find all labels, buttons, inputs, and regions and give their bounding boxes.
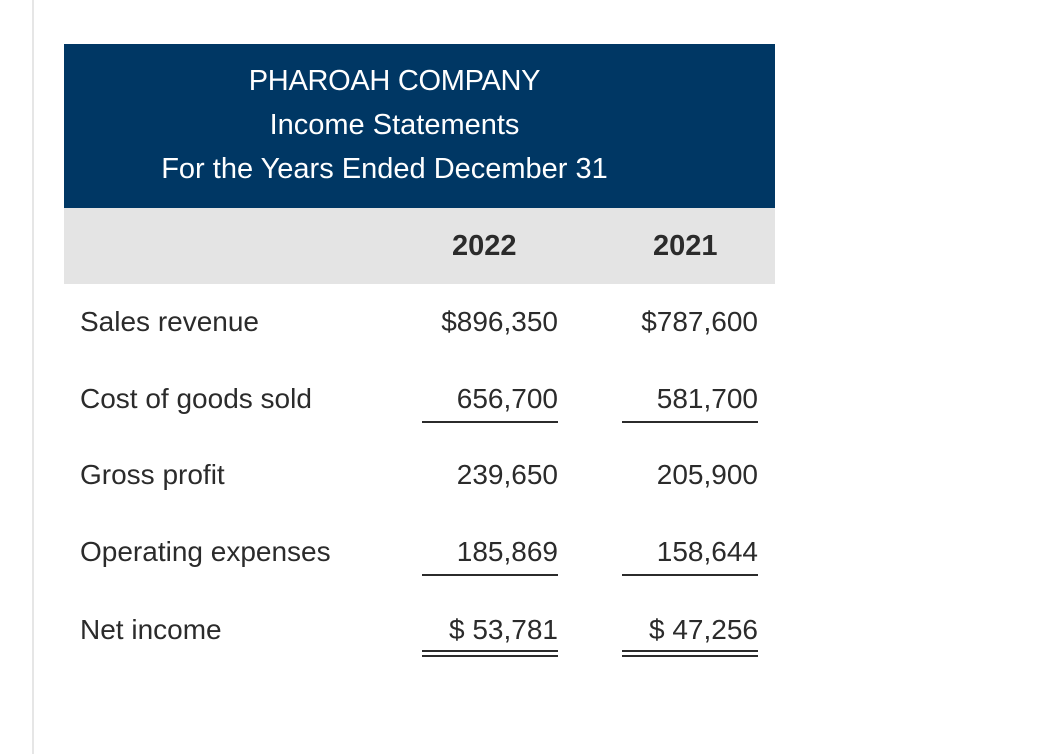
value-2021: $787,600	[641, 306, 758, 337]
value-2022: 656,700	[456, 383, 558, 414]
underline-2022	[422, 574, 558, 576]
underline-2022	[422, 421, 558, 423]
double-underline-top-2022	[422, 650, 558, 652]
value-2021: $ 47,256	[649, 614, 758, 645]
value-2022: $896,350	[441, 306, 558, 337]
value-2021: 158,644	[656, 536, 758, 567]
row-sales-revenue: Sales revenue $896,350 $787,600	[64, 304, 775, 344]
income-statement: PHAROAH COMPANY Income Statements For th…	[64, 44, 775, 657]
company-name: PHAROAH COMPANY	[248, 65, 541, 97]
row-cost-of-goods-sold: Cost of goods sold 656,700 581,700	[64, 381, 775, 421]
value-2022: $ 53,781	[449, 614, 558, 645]
underline-2021	[622, 574, 758, 576]
row-label: Gross profit	[80, 459, 225, 490]
column-header-2022: 2022	[452, 230, 517, 262]
row-label: Sales revenue	[80, 306, 260, 337]
column-header-row: 2022 2021	[64, 208, 775, 284]
statement-title: Income Statements	[269, 109, 520, 141]
double-underline-bottom-2022	[422, 655, 558, 657]
statement-header: PHAROAH COMPANY Income Statements For th…	[64, 44, 775, 208]
row-gross-profit: Gross profit 239,650 205,900	[64, 457, 775, 497]
value-2021: 581,700	[656, 383, 758, 414]
row-label: Operating expenses	[80, 536, 331, 567]
value-2021: 205,900	[656, 459, 758, 490]
double-underline-bottom-2021	[622, 655, 758, 657]
value-2022: 185,869	[456, 536, 558, 567]
double-underline-top-2021	[622, 650, 758, 652]
row-label: Cost of goods sold	[80, 383, 312, 414]
value-2022: 239,650	[456, 459, 558, 490]
row-label: Net income	[80, 614, 222, 645]
underline-2021	[622, 421, 758, 423]
column-header-2021: 2021	[653, 230, 718, 262]
row-net-income: Net income $ 53,781 $ 47,256	[64, 612, 775, 652]
row-operating-expenses: Operating expenses 185,869 158,644	[64, 534, 775, 574]
statement-period: For the Years Ended December 31	[161, 153, 608, 185]
left-border-line	[32, 0, 34, 754]
